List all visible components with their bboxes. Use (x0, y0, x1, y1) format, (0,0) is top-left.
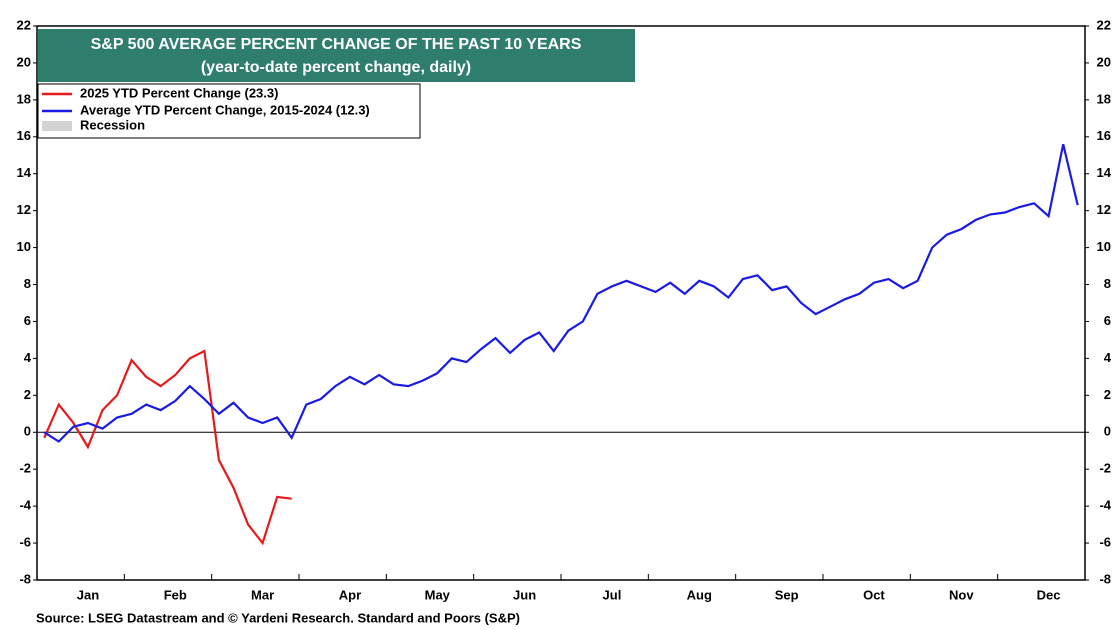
y-tick-label: 0 (24, 424, 31, 439)
y2-tick-label: -6 (1099, 535, 1111, 550)
y-tick-label: 12 (17, 202, 31, 217)
legend-box (37, 83, 421, 139)
x-tick-label: Feb (164, 587, 187, 602)
x-tick-label: Oct (863, 587, 885, 602)
y-tick-label: 10 (17, 239, 31, 254)
x-tick-label: Dec (1037, 587, 1061, 602)
y2-tick-label: -8 (1099, 571, 1111, 586)
y2-tick-label: 16 (1097, 128, 1111, 143)
y2-tick-label: -4 (1099, 498, 1111, 513)
y2-tick-label: 4 (1104, 350, 1112, 365)
chart-title: S&P 500 AVERAGE PERCENT CHANGE OF THE PA… (91, 36, 582, 53)
y-tick-label: -4 (19, 498, 31, 513)
x-tick-label: Jul (603, 587, 622, 602)
legend-swatch (42, 121, 72, 131)
y2-tick-label: 14 (1097, 165, 1112, 180)
x-tick-label: Aug (687, 587, 712, 602)
y2-tick-label: 18 (1097, 91, 1111, 106)
title-box (38, 29, 635, 82)
x-tick-label: May (425, 587, 451, 602)
legend-label: Average YTD Percent Change, 2015-2024 (1… (80, 102, 370, 117)
x-tick-label: Mar (251, 587, 274, 602)
x-tick-label: Apr (339, 587, 361, 602)
y2-tick-label: 0 (1104, 424, 1111, 439)
y-tick-label: 22 (17, 17, 31, 32)
y2-tick-label: -2 (1099, 461, 1111, 476)
y2-tick-label: 12 (1097, 202, 1111, 217)
x-tick-label: Jun (513, 587, 536, 602)
x-tick-label: Nov (949, 587, 974, 602)
y-tick-label: 8 (24, 276, 31, 291)
chart-subtitle: (year-to-date percent change, daily) (201, 59, 471, 76)
y2-tick-label: 22 (1097, 17, 1111, 32)
y-tick-label: 14 (17, 165, 32, 180)
y-tick-label: -2 (19, 461, 31, 476)
series-line (43, 349, 292, 546)
legend-label: Recession (80, 117, 145, 132)
x-tick-label: Sep (775, 587, 799, 602)
y2-tick-label: 20 (1097, 54, 1111, 69)
legend-label: 2025 YTD Percent Change (23.3) (80, 85, 278, 100)
y-tick-label: -8 (19, 571, 31, 586)
y2-tick-label: 2 (1104, 387, 1111, 402)
y2-tick-label: 8 (1104, 276, 1111, 291)
y-tick-label: 2 (24, 387, 31, 402)
y2-tick-label: 6 (1104, 313, 1111, 328)
y-tick-label: 16 (17, 128, 31, 143)
source: Source: LSEG Datastream and © Yardeni Re… (36, 610, 520, 625)
y-tick-label: 18 (17, 91, 31, 106)
y-tick-label: 6 (24, 313, 31, 328)
series-line (43, 143, 1079, 443)
y2-tick-label: 10 (1097, 239, 1111, 254)
x-tick-label: Jan (77, 587, 99, 602)
y-tick-label: 4 (24, 350, 32, 365)
y-tick-label: -6 (19, 535, 31, 550)
y-tick-label: 20 (17, 54, 31, 69)
